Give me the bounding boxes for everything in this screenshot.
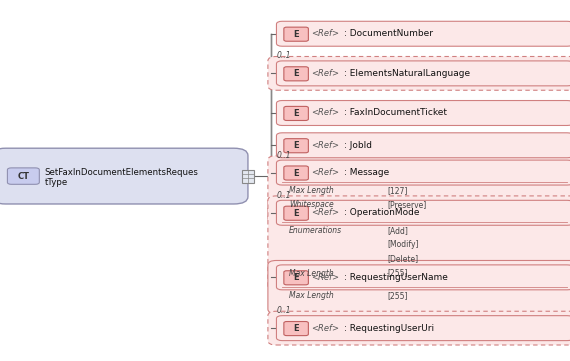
- Text: <Ref>: <Ref>: [311, 109, 339, 117]
- Text: : ElementsNaturalLanguage: : ElementsNaturalLanguage: [344, 69, 470, 78]
- Text: 0..1: 0..1: [276, 151, 291, 160]
- Text: SetFaxInDocumentElementsReques: SetFaxInDocumentElementsReques: [44, 168, 198, 177]
- Text: : DocumentNumber: : DocumentNumber: [344, 29, 433, 38]
- Bar: [242, 170, 254, 183]
- FancyBboxPatch shape: [268, 261, 570, 314]
- Text: : RequestingUserUri: : RequestingUserUri: [344, 323, 434, 332]
- Text: [Modify]: [Modify]: [388, 240, 419, 249]
- Text: <Ref>: <Ref>: [311, 29, 339, 38]
- Text: E: E: [294, 273, 299, 282]
- FancyBboxPatch shape: [284, 67, 308, 81]
- FancyBboxPatch shape: [276, 316, 570, 340]
- Text: : Message: : Message: [344, 168, 389, 177]
- FancyBboxPatch shape: [276, 21, 570, 46]
- Text: Max Length: Max Length: [289, 269, 334, 278]
- FancyBboxPatch shape: [276, 160, 570, 185]
- FancyBboxPatch shape: [284, 322, 308, 336]
- Text: <Ref>: <Ref>: [311, 323, 339, 332]
- Text: E: E: [294, 69, 299, 78]
- FancyBboxPatch shape: [268, 57, 570, 90]
- Text: E: E: [294, 141, 299, 150]
- FancyBboxPatch shape: [284, 139, 308, 153]
- FancyBboxPatch shape: [276, 61, 570, 86]
- Text: E: E: [294, 169, 299, 178]
- Text: <Ref>: <Ref>: [311, 208, 339, 217]
- FancyBboxPatch shape: [276, 133, 570, 158]
- Text: 0..1: 0..1: [276, 306, 291, 315]
- FancyBboxPatch shape: [284, 27, 308, 41]
- Text: Max Length: Max Length: [289, 291, 334, 300]
- Text: [Preserve]: [Preserve]: [388, 200, 427, 209]
- Text: <Ref>: <Ref>: [311, 141, 339, 150]
- FancyBboxPatch shape: [284, 206, 308, 220]
- Text: CT: CT: [17, 171, 30, 180]
- Text: : JobId: : JobId: [344, 141, 372, 150]
- FancyBboxPatch shape: [268, 156, 570, 223]
- Text: <Ref>: <Ref>: [311, 273, 339, 282]
- Text: <Ref>: <Ref>: [311, 168, 339, 177]
- FancyBboxPatch shape: [276, 265, 570, 290]
- FancyBboxPatch shape: [284, 271, 308, 285]
- Text: Enumerations: Enumerations: [289, 226, 342, 235]
- FancyBboxPatch shape: [7, 168, 39, 184]
- Text: <Ref>: <Ref>: [311, 69, 339, 78]
- Text: : OperationMode: : OperationMode: [344, 208, 420, 217]
- Text: [127]: [127]: [388, 186, 408, 195]
- Text: [255]: [255]: [388, 269, 408, 278]
- Text: [Delete]: [Delete]: [388, 255, 419, 264]
- FancyBboxPatch shape: [268, 311, 570, 345]
- Text: 0..1: 0..1: [276, 51, 291, 60]
- Text: Whitespace: Whitespace: [289, 200, 334, 209]
- Text: : FaxInDocumentTicket: : FaxInDocumentTicket: [344, 109, 447, 117]
- Text: E: E: [294, 209, 299, 218]
- Text: [Add]: [Add]: [388, 226, 409, 235]
- FancyBboxPatch shape: [0, 148, 248, 204]
- Text: E: E: [294, 30, 299, 39]
- Text: Max Length: Max Length: [289, 186, 334, 195]
- FancyBboxPatch shape: [284, 106, 308, 121]
- FancyBboxPatch shape: [276, 100, 570, 126]
- FancyBboxPatch shape: [276, 200, 570, 225]
- Text: 0..1: 0..1: [276, 191, 291, 200]
- FancyBboxPatch shape: [284, 166, 308, 180]
- Text: tType: tType: [44, 178, 68, 187]
- Text: : RequestingUserName: : RequestingUserName: [344, 273, 448, 282]
- FancyBboxPatch shape: [268, 196, 570, 291]
- Text: [255]: [255]: [388, 291, 408, 300]
- Text: E: E: [294, 324, 299, 333]
- Text: E: E: [294, 109, 299, 118]
